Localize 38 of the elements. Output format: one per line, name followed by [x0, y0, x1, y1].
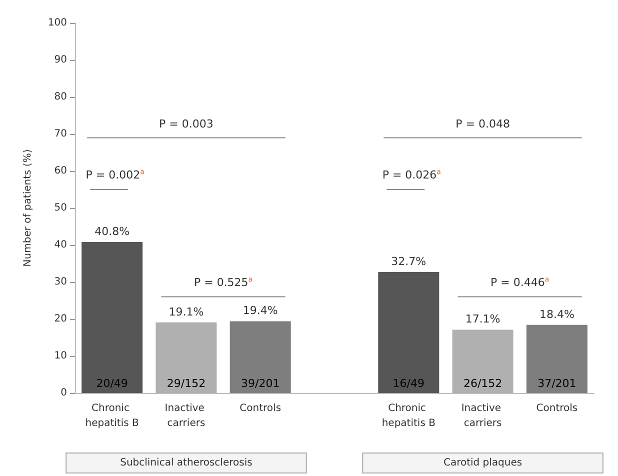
y-tick-label: 40 — [54, 240, 67, 250]
x-tick-label: Inactive carriers — [461, 403, 504, 429]
y-tick-label: 30 — [54, 276, 67, 288]
text: Subclinical atherosclerosis — [120, 458, 252, 468]
bar — [378, 272, 440, 393]
data-label: 32.7% — [391, 255, 426, 268]
annotation: 16/49 — [392, 377, 424, 390]
annotation: P = 0.048 — [456, 118, 510, 131]
x-tick-label: Inactive carriers — [164, 403, 208, 429]
x-tick-label: Controls — [536, 403, 578, 414]
y-tick-label: 100 — [48, 18, 67, 28]
data-label: 19.1% — [168, 305, 204, 318]
x-tick-label: Chronic hepatitis B — [85, 403, 140, 429]
y-tick-label: 80 — [54, 92, 67, 102]
data-label: 40.8% — [94, 225, 130, 238]
data-label: 17.1% — [465, 312, 500, 326]
bar — [82, 242, 143, 393]
text: Carotid plaques — [443, 458, 522, 468]
y-axis-title: Number of patients (%) — [22, 149, 34, 267]
bar — [230, 321, 291, 393]
annotation: 29/152 — [166, 377, 206, 390]
y-tick-label: 70 — [54, 128, 67, 140]
y-tick-label: 10 — [54, 350, 67, 362]
y-tick-label: 90 — [54, 54, 67, 66]
x-tick-label: Chronic hepatitis B — [382, 403, 436, 429]
data-label: 19.4% — [242, 304, 278, 318]
annotation: 20/49 — [96, 377, 128, 390]
annotation: P = 0.003 — [159, 118, 214, 131]
annotation: 37/201 — [538, 377, 576, 390]
y-tick-label: 60 — [54, 166, 67, 176]
annotation: 39/201 — [241, 377, 280, 390]
annotation: 26/152 — [463, 377, 502, 390]
y-tick-label: 20 — [54, 314, 67, 324]
y-tick-label: 0 — [60, 388, 67, 398]
bar — [526, 324, 588, 393]
data-label: 18.4% — [539, 308, 574, 321]
y-tick-label: 50 — [54, 202, 67, 214]
x-tick-label: Controls — [240, 403, 282, 414]
